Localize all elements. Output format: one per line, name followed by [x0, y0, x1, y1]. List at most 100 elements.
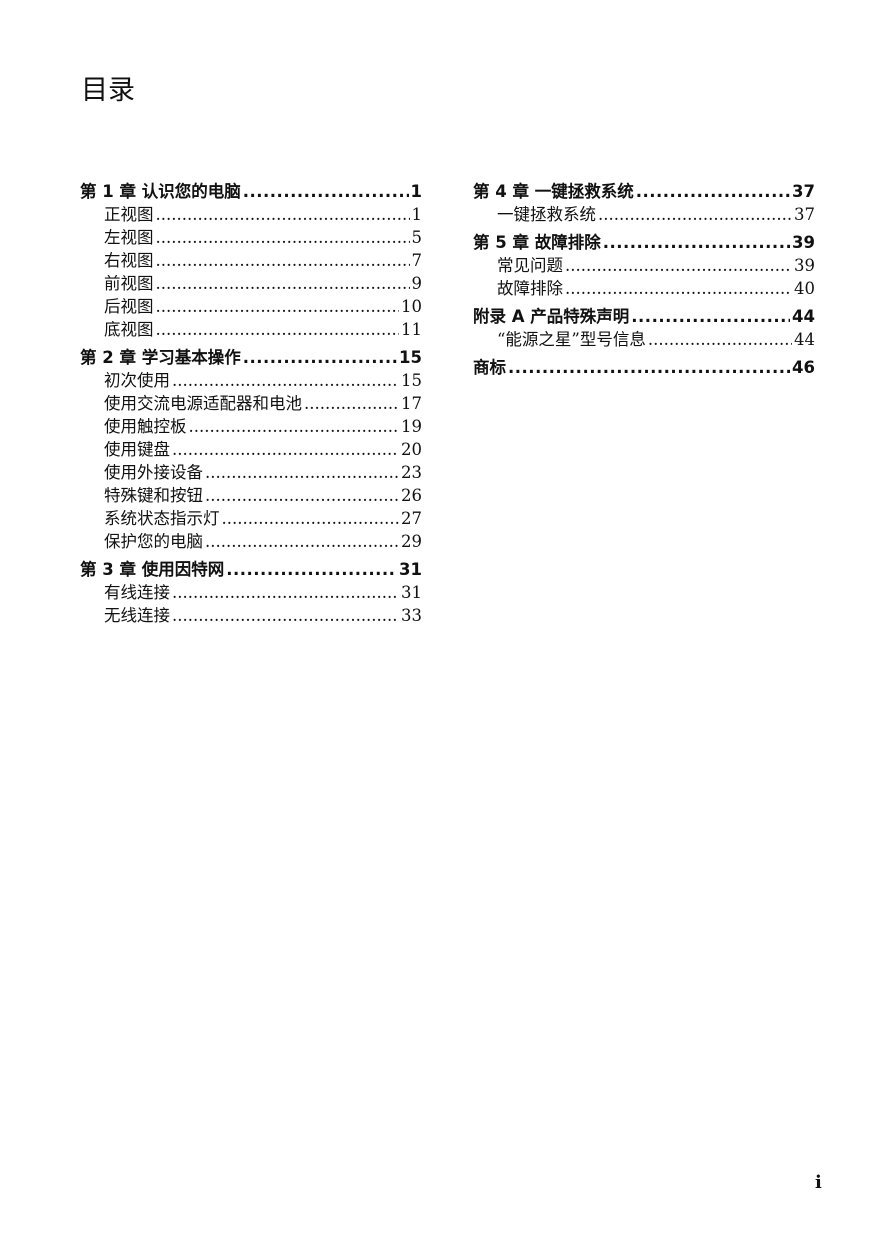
toc-entry-label: “能源之星”型号信息 — [497, 330, 646, 349]
toc-entry-label: 保护您的电脑 — [104, 532, 203, 551]
dot-leader — [598, 203, 792, 226]
toc-entry-label: 使用交流电源适配器和电池 — [104, 394, 302, 413]
toc-entry-page: 40 — [794, 279, 815, 298]
toc-entry-page: 31 — [401, 583, 422, 602]
toc-entry-label: 后视图 — [104, 297, 154, 316]
toc-entry-label: 初次使用 — [104, 371, 170, 390]
toc-entry-page: 11 — [401, 320, 422, 339]
toc-entry-label: 常见问题 — [497, 256, 563, 275]
toc-chapter-entry[interactable]: 附录 A 产品特殊声明 44 — [473, 305, 815, 328]
dot-leader — [631, 305, 790, 328]
dot-leader — [156, 249, 410, 272]
toc-entry-page: 37 — [792, 182, 815, 201]
dot-leader — [222, 507, 400, 530]
toc-chapter-entry[interactable]: 第 4 章 一键拯救系统 37 — [473, 180, 815, 203]
toc-section-entry[interactable]: 有线连接 31 — [80, 581, 422, 604]
toc-entry-label: 右视图 — [104, 251, 154, 270]
toc-section-entry[interactable]: 前视图 9 — [80, 272, 422, 295]
toc-entry-label: 附录 A 产品特殊声明 — [473, 307, 630, 326]
toc-entry-page: 19 — [401, 417, 422, 436]
dot-leader — [603, 231, 790, 254]
dot-leader — [172, 604, 399, 627]
dot-leader — [565, 254, 792, 277]
toc-section-entry[interactable]: 使用触控板 19 — [80, 415, 422, 438]
dot-leader — [156, 318, 400, 341]
page-number: i — [815, 1172, 822, 1193]
dot-leader — [172, 369, 399, 392]
toc-entry-label: 第 3 章 使用因特网 — [80, 560, 225, 579]
toc-entry-label: 商标 — [473, 358, 506, 377]
toc-entry-label: 特殊键和按钮 — [104, 486, 203, 505]
dot-leader — [243, 180, 409, 203]
toc-chapter-entry[interactable]: 商标 46 — [473, 356, 815, 379]
toc-entry-label: 使用触控板 — [104, 417, 187, 436]
toc-entry-label: 有线连接 — [104, 583, 170, 602]
toc-entry-label: 正视图 — [104, 205, 154, 224]
toc-section-entry[interactable]: 使用外接设备 23 — [80, 461, 422, 484]
dot-leader — [156, 272, 410, 295]
toc-entry-page: 31 — [399, 560, 422, 579]
toc-section-entry[interactable]: 使用键盘 20 — [80, 438, 422, 461]
toc-section-entry[interactable]: 右视图 7 — [80, 249, 422, 272]
toc-entry-label: 第 1 章 认识您的电脑 — [80, 182, 241, 201]
toc-entry-label: 前视图 — [104, 274, 154, 293]
toc-entry-page: 23 — [401, 463, 422, 482]
dot-leader — [156, 295, 400, 318]
toc-entry-page: 44 — [794, 330, 815, 349]
toc-chapter-entry[interactable]: 第 2 章 学习基本操作 15 — [80, 346, 422, 369]
toc-entry-label: 使用键盘 — [104, 440, 170, 459]
toc-entry-page: 26 — [401, 486, 422, 505]
toc-section-entry[interactable]: 系统状态指示灯 27 — [80, 507, 422, 530]
toc-entry-page: 44 — [792, 307, 815, 326]
dot-leader — [565, 277, 792, 300]
toc-section-entry[interactable]: 使用交流电源适配器和电池 17 — [80, 392, 422, 415]
toc-entry-label: 无线连接 — [104, 606, 170, 625]
toc-section-entry[interactable]: 保护您的电脑 29 — [80, 530, 422, 553]
toc-section-entry[interactable]: 后视图 10 — [80, 295, 422, 318]
toc-entry-label: 左视图 — [104, 228, 154, 247]
toc-entry-page: 1 — [410, 182, 422, 201]
toc-left-column: 第 1 章 认识您的电脑 1 正视图 1 左视图 5 右视图 7 前视图 9 后视图 10 底视图 11 第… — [80, 180, 422, 627]
dot-leader — [243, 346, 397, 369]
toc-entry-page: 37 — [794, 205, 815, 224]
toc-entry-label: 底视图 — [104, 320, 154, 339]
dot-leader — [304, 392, 399, 415]
dot-leader — [636, 180, 790, 203]
toc-section-entry[interactable]: 特殊键和按钮 26 — [80, 484, 422, 507]
toc-chapter-entry[interactable]: 第 5 章 故障排除 39 — [473, 231, 815, 254]
dot-leader — [172, 438, 399, 461]
toc-entry-page: 46 — [792, 358, 815, 377]
toc-section-entry[interactable]: 无线连接 33 — [80, 604, 422, 627]
dot-leader — [648, 328, 792, 351]
toc-entry-page: 39 — [792, 233, 815, 252]
dot-leader — [226, 558, 397, 581]
toc-section-entry[interactable]: 故障排除 40 — [473, 277, 815, 300]
dot-leader — [205, 461, 399, 484]
dot-leader — [156, 226, 410, 249]
toc-entry-page: 7 — [411, 251, 423, 270]
dot-leader — [205, 484, 399, 507]
dot-leader — [156, 203, 410, 226]
toc-entry-page: 39 — [794, 256, 815, 275]
toc-right-column: 第 4 章 一键拯救系统 37 一键拯救系统 37 第 5 章 故障排除 39 常见问题 39… — [473, 180, 815, 379]
toc-section-entry[interactable]: 常见问题 39 — [473, 254, 815, 277]
toc-section-entry[interactable]: 正视图 1 — [80, 203, 422, 226]
toc-section-entry[interactable]: 底视图 11 — [80, 318, 422, 341]
toc-entry-label: 使用外接设备 — [104, 463, 203, 482]
toc-entry-label: 第 5 章 故障排除 — [473, 233, 601, 252]
toc-entry-label: 一键拯救系统 — [497, 205, 596, 224]
toc-section-entry[interactable]: 初次使用 15 — [80, 369, 422, 392]
toc-entry-page: 15 — [401, 371, 422, 390]
toc-chapter-entry[interactable]: 第 3 章 使用因特网 31 — [80, 558, 422, 581]
toc-entry-page: 5 — [411, 228, 423, 247]
dot-leader — [205, 530, 399, 553]
toc-chapter-entry[interactable]: 第 1 章 认识您的电脑 1 — [80, 180, 422, 203]
toc-entry-page: 20 — [401, 440, 422, 459]
toc-section-entry[interactable]: “能源之星”型号信息 44 — [473, 328, 815, 351]
dot-leader — [189, 415, 400, 438]
toc-entry-label: 故障排除 — [497, 279, 563, 298]
toc-entry-page: 29 — [401, 532, 422, 551]
toc-section-entry[interactable]: 左视图 5 — [80, 226, 422, 249]
toc-entry-label: 系统状态指示灯 — [104, 509, 220, 528]
toc-section-entry[interactable]: 一键拯救系统 37 — [473, 203, 815, 226]
